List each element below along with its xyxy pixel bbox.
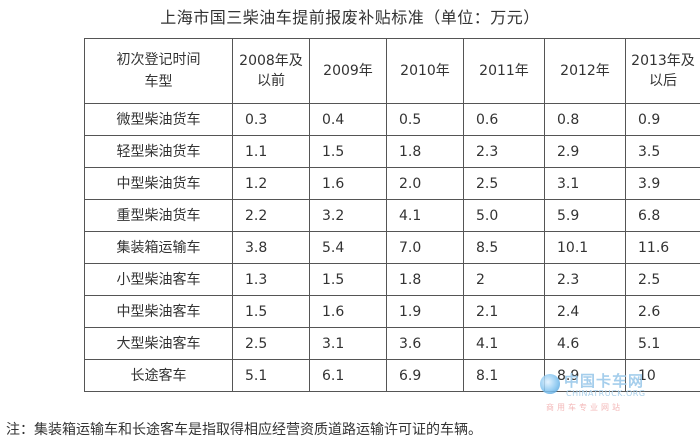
vehicle-type-cell: 轻型柴油货车 xyxy=(84,135,233,168)
subsidy-value-cell: 3.1 xyxy=(309,327,387,360)
subsidy-value-cell: 8.1 xyxy=(463,359,545,392)
table-row: 微型柴油货车 0.3 0.4 0.5 0.6 0.8 0.9 xyxy=(84,103,700,136)
subsidy-value-cell: 2.5 xyxy=(463,167,545,200)
subsidy-value-cell: 1.5 xyxy=(309,263,387,296)
subsidy-value-cell: 2.5 xyxy=(232,327,310,360)
vehicle-type-cell: 长途客车 xyxy=(84,359,233,392)
subsidy-table: 初次登记时间 车型 2008年及以前 2009年 2010年 2011年 201… xyxy=(84,38,700,392)
subsidy-value-cell: 0.9 xyxy=(625,103,700,136)
subsidy-value-cell: 5.4 xyxy=(309,231,387,264)
subsidy-value-cell: 2.1 xyxy=(463,295,545,328)
subsidy-value-cell: 1.5 xyxy=(232,295,310,328)
subsidy-value-cell: 1.6 xyxy=(309,295,387,328)
subsidy-value-cell: 1.8 xyxy=(386,135,464,168)
table-row: 轻型柴油货车 1.1 1.5 1.8 2.3 2.9 3.5 xyxy=(84,135,700,168)
subsidy-value-cell: 2.4 xyxy=(544,295,626,328)
year-header: 2011年 xyxy=(463,38,545,104)
year-header: 2013年及以后 xyxy=(625,38,700,104)
footnote: 注：集装箱运输车和长途客车是指取得相应经营资质道路运输许可证的车辆。 xyxy=(6,422,482,438)
subsidy-value-cell: 4.6 xyxy=(544,327,626,360)
globe-icon xyxy=(540,374,560,394)
subsidy-value-cell: 2.3 xyxy=(463,135,545,168)
table-row: 长途客车 5.1 6.1 6.9 8.1 8.9 10 xyxy=(84,359,700,392)
subsidy-value-cell: 8.5 xyxy=(463,231,545,264)
subsidy-value-cell: 6.9 xyxy=(386,359,464,392)
subsidy-value-cell: 3.1 xyxy=(544,167,626,200)
subsidy-value-cell: 5.0 xyxy=(463,199,545,232)
table-row: 中型柴油客车 1.5 1.6 1.9 2.1 2.4 2.6 xyxy=(84,295,700,328)
subsidy-value-cell: 11.6 xyxy=(625,231,700,264)
vehicle-type-cell: 大型柴油客车 xyxy=(84,327,233,360)
vehicle-type-cell: 小型柴油客车 xyxy=(84,263,233,296)
subsidy-value-cell: 3.9 xyxy=(625,167,700,200)
table-row: 重型柴油货车 2.2 3.2 4.1 5.0 5.9 6.8 xyxy=(84,199,700,232)
subsidy-value-cell: 1.5 xyxy=(309,135,387,168)
subsidy-value-cell: 2.6 xyxy=(625,295,700,328)
year-header: 2008年及以前 xyxy=(232,38,310,104)
year-header: 2012年 xyxy=(544,38,626,104)
vehicle-type-cell: 微型柴油货车 xyxy=(84,103,233,136)
watermark-logo: 中国卡车网 CHINATRUCK.ORG 商用车专业网站 xyxy=(540,372,698,416)
subsidy-value-cell: 2.5 xyxy=(625,263,700,296)
table-row: 大型柴油客车 2.5 3.1 3.6 4.1 4.6 5.1 xyxy=(84,327,700,360)
subsidy-value-cell: 0.6 xyxy=(463,103,545,136)
subsidy-value-cell: 2.3 xyxy=(544,263,626,296)
subsidy-value-cell: 5.9 xyxy=(544,199,626,232)
subsidy-value-cell: 2.2 xyxy=(232,199,310,232)
year-header: 2010年 xyxy=(386,38,464,104)
vehicle-type-cell: 中型柴油客车 xyxy=(84,295,233,328)
subsidy-value-cell: 6.1 xyxy=(309,359,387,392)
subsidy-value-cell: 2 xyxy=(463,263,545,296)
vehicle-type-cell: 集装箱运输车 xyxy=(84,231,233,264)
subsidy-value-cell: 1.3 xyxy=(232,263,310,296)
subsidy-value-cell: 3.8 xyxy=(232,231,310,264)
subsidy-value-cell: 1.1 xyxy=(232,135,310,168)
registration-time-label: 初次登记时间 xyxy=(116,52,201,68)
subsidy-value-cell: 4.1 xyxy=(386,199,464,232)
table-row: 集装箱运输车 3.8 5.4 7.0 8.5 10.1 11.6 xyxy=(84,231,700,264)
vehicle-type-label: 车型 xyxy=(144,74,173,90)
subsidy-value-cell: 6.8 xyxy=(625,199,700,232)
corner-header-cell: 初次登记时间 车型 xyxy=(84,38,233,104)
subsidy-value-cell: 3.5 xyxy=(625,135,700,168)
subsidy-value-cell: 4.1 xyxy=(463,327,545,360)
watermark-sub-text: CHINATRUCK.ORG xyxy=(566,389,646,398)
subsidy-value-cell: 1.8 xyxy=(386,263,464,296)
vehicle-type-cell: 中型柴油货车 xyxy=(84,167,233,200)
subsidy-value-cell: 0.8 xyxy=(544,103,626,136)
subsidy-value-cell: 10 xyxy=(625,359,700,392)
subsidy-value-cell: 1.2 xyxy=(232,167,310,200)
subsidy-value-cell: 3.6 xyxy=(386,327,464,360)
subsidy-value-cell: 3.2 xyxy=(309,199,387,232)
subsidy-value-cell: 2.0 xyxy=(386,167,464,200)
subsidy-value-cell: 10.1 xyxy=(544,231,626,264)
watermark-main-text: 中国卡车网 xyxy=(564,372,645,390)
subsidy-value-cell: 7.0 xyxy=(386,231,464,264)
subsidy-value-cell: 1.9 xyxy=(386,295,464,328)
subsidy-value-cell: 2.9 xyxy=(544,135,626,168)
subsidy-value-cell: 0.5 xyxy=(386,103,464,136)
watermark-tagline: 商用车专业网站 xyxy=(546,403,623,412)
table-row: 中型柴油货车 1.2 1.6 2.0 2.5 3.1 3.9 xyxy=(84,167,700,200)
header-row: 初次登记时间 车型 2008年及以前 2009年 2010年 2011年 201… xyxy=(84,38,700,104)
year-header: 2009年 xyxy=(309,38,387,104)
subsidy-value-cell: 0.4 xyxy=(309,103,387,136)
vehicle-type-cell: 重型柴油货车 xyxy=(84,199,233,232)
subsidy-value-cell: 5.1 xyxy=(232,359,310,392)
table-row: 小型柴油客车 1.3 1.5 1.8 2 2.3 2.5 xyxy=(84,263,700,296)
subsidy-value-cell: 0.3 xyxy=(232,103,310,136)
subsidy-value-cell: 1.6 xyxy=(309,167,387,200)
page-title: 上海市国三柴油车提前报废补贴标准（单位：万元） xyxy=(160,8,540,27)
subsidy-value-cell: 5.1 xyxy=(625,327,700,360)
